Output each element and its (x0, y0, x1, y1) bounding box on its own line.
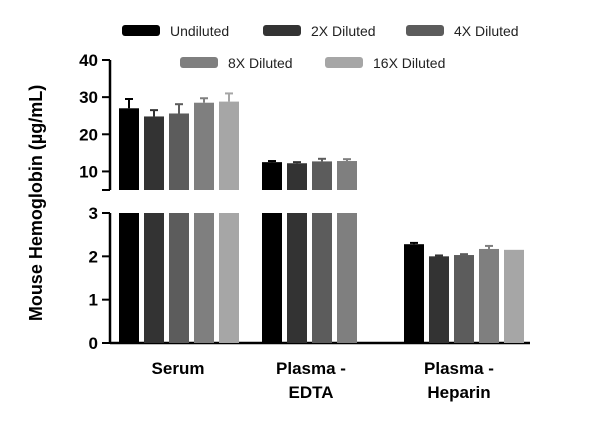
bar (287, 213, 307, 343)
bar (119, 108, 139, 190)
y-axis-label: Mouse Hemoglobin (µg/mL) (26, 85, 46, 321)
y-tick-label: 20 (79, 125, 98, 144)
category-label: Plasma - Heparin (424, 359, 494, 402)
legend-swatch (406, 25, 444, 36)
bar (312, 213, 332, 343)
category-label-line: Plasma - (276, 359, 346, 378)
category-labels: Serum Plasma - EDTA Plasma - Heparin (152, 359, 494, 402)
legend-swatch (180, 57, 218, 68)
bar (312, 161, 332, 190)
legend: Undiluted 2X Diluted 4X Diluted 8X Diluted 1… (122, 23, 519, 71)
legend-label: 8X Diluted (228, 55, 293, 71)
bar (219, 213, 239, 343)
bar (219, 101, 239, 190)
bar (119, 213, 139, 343)
legend-swatch (122, 25, 160, 36)
bar (262, 162, 282, 190)
category-label: Serum (152, 359, 205, 378)
legend-label: Undiluted (170, 23, 229, 39)
category-label-line: Heparin (427, 383, 490, 402)
category-label: Plasma - EDTA (276, 359, 346, 402)
bar (287, 163, 307, 190)
bar (337, 161, 357, 190)
bar (262, 213, 282, 343)
y-tick-label: 3 (89, 204, 98, 223)
category-label-line: Plasma - (424, 359, 494, 378)
y-tick-label: 0 (89, 334, 98, 353)
bar (144, 116, 164, 190)
legend-swatch (325, 57, 363, 68)
bar (429, 256, 449, 343)
bar (404, 244, 424, 343)
legend-label: 2X Diluted (311, 23, 376, 39)
bars (119, 92, 524, 343)
bar (169, 113, 189, 190)
bar (479, 248, 499, 343)
bar (194, 102, 214, 190)
category-label-line: EDTA (288, 383, 333, 402)
bar (169, 213, 189, 343)
y-tick-label: 30 (79, 88, 98, 107)
y-tick-label: 1 (89, 291, 98, 310)
y-tick-label: 2 (89, 247, 98, 266)
bar (194, 213, 214, 343)
legend-label: 16X Diluted (373, 55, 445, 71)
bar (504, 249, 524, 343)
bar (454, 255, 474, 343)
category-label-line: Serum (152, 359, 205, 378)
bar (144, 213, 164, 343)
legend-swatch (263, 25, 301, 36)
legend-label: 4X Diluted (454, 23, 519, 39)
bar (337, 213, 357, 343)
y-tick-label: 40 (79, 51, 98, 70)
y-tick-label: 10 (79, 162, 98, 181)
